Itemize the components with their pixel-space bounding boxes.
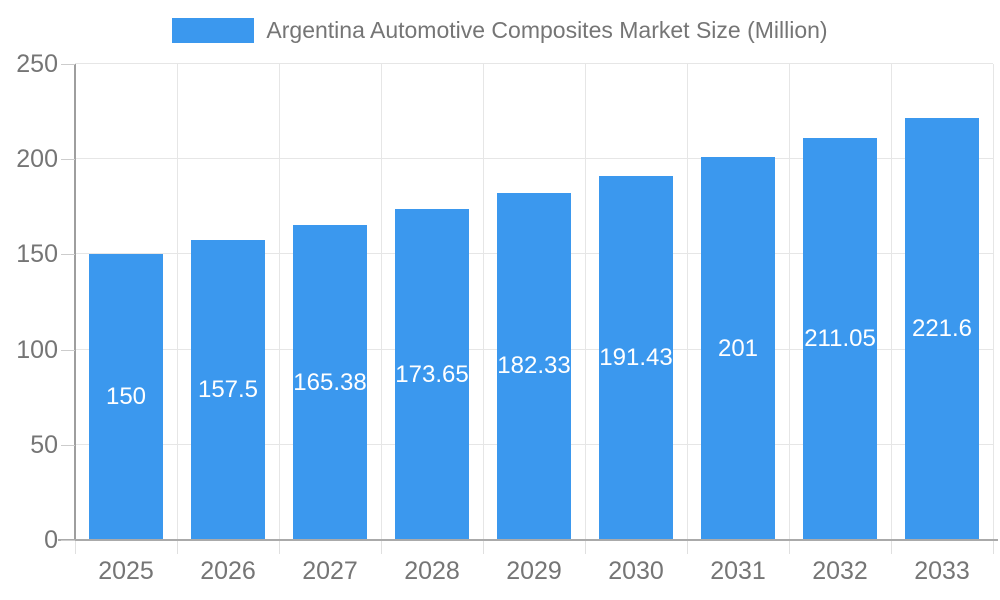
x-axis-line: [58, 539, 998, 541]
x-tick-mark: [381, 541, 382, 554]
bar-value-label: 150: [105, 383, 147, 411]
x-tick-mark: [483, 541, 484, 554]
bar: 173.65: [395, 209, 469, 540]
y-tick-label: 0: [44, 526, 58, 554]
bar: 191.43: [599, 175, 673, 540]
x-tick-label: 2030: [608, 557, 664, 585]
x-tick-mark: [585, 541, 586, 554]
x-gridline: [585, 64, 586, 540]
x-tick-label: 2029: [506, 557, 562, 585]
bar-value-label: 211.05: [804, 325, 876, 353]
x-gridline: [279, 64, 280, 540]
y-tick-mark: [61, 254, 75, 256]
x-gridline: [891, 64, 892, 540]
x-tick-label: 2028: [404, 557, 460, 585]
x-gridline: [483, 64, 484, 540]
y-tick-mark: [61, 64, 75, 65]
legend-swatch: [172, 17, 255, 43]
x-gridline: [993, 64, 994, 540]
plot-area: 150 157.5 165.38 173.65 182.33 191.43 201 211.0…: [75, 63, 994, 540]
y-tick-mark: [61, 540, 75, 541]
x-gridline: [687, 64, 688, 540]
y-tick-mark: [61, 349, 75, 351]
y-gridline: [75, 63, 993, 64]
x-tick-mark: [993, 541, 994, 554]
y-tick-label: 200: [16, 145, 58, 174]
x-tick-label: 2032: [812, 557, 868, 585]
bar: 165.38: [293, 225, 367, 540]
x-tick-mark: [687, 541, 688, 554]
x-tick-label: 2025: [98, 557, 154, 585]
bar: 150: [89, 254, 163, 540]
bar-value-label: 201: [717, 334, 759, 362]
x-tick-label: 2033: [914, 557, 970, 585]
y-tick-label: 150: [16, 240, 58, 269]
x-tick-mark: [279, 541, 280, 554]
bar: 182.33: [497, 192, 571, 540]
bar-value-label: 182.33: [497, 352, 571, 380]
y-tick-label: 100: [16, 335, 58, 364]
chart-title: Argentina Automotive Composites Market S…: [266, 16, 828, 43]
y-tick-mark: [61, 159, 75, 161]
y-tick-label: 250: [16, 50, 58, 78]
bar-value-label: 157.5: [197, 376, 259, 404]
x-tick-label: 2026: [200, 557, 256, 585]
bar-value-label: 173.65: [395, 360, 469, 388]
x-tick-mark: [177, 541, 178, 554]
bar-value-label: 221.6: [911, 315, 973, 343]
bar: 157.5: [191, 240, 265, 540]
x-tick-mark: [75, 541, 76, 554]
x-tick-label: 2031: [710, 557, 766, 585]
bar-value-label: 191.43: [599, 343, 673, 371]
y-tick-mark: [61, 444, 75, 446]
x-tick-label: 2027: [302, 557, 358, 585]
bar: 221.6: [905, 118, 979, 540]
y-gridline: [75, 158, 993, 160]
x-gridline: [789, 64, 790, 540]
bar: 211.05: [803, 138, 877, 540]
x-gridline: [177, 64, 178, 540]
y-tick-label: 50: [30, 430, 58, 459]
bar: 201: [701, 157, 775, 540]
y-axis-line: [74, 64, 76, 541]
x-tick-mark: [789, 541, 790, 554]
bar-value-label: 165.38: [293, 368, 367, 396]
x-gridline: [381, 64, 382, 540]
x-tick-mark: [891, 541, 892, 554]
legend: Argentina Automotive Composites Market S…: [0, 14, 1000, 46]
